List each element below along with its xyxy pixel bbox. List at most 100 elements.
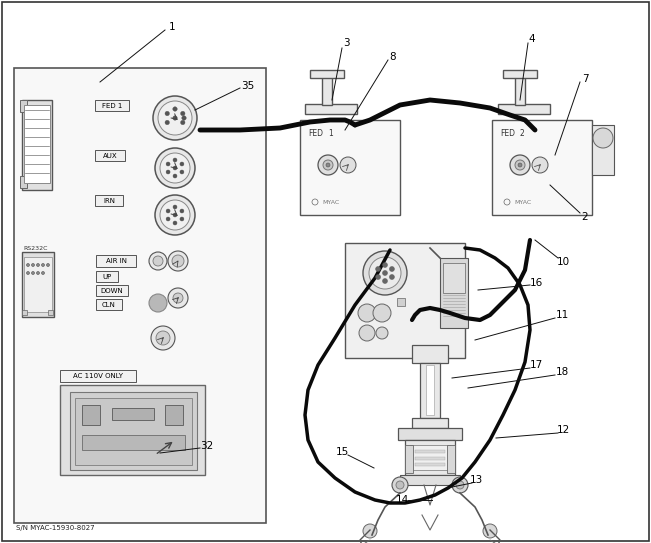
Circle shape: [180, 121, 185, 125]
Bar: [400, 475, 460, 485]
Circle shape: [173, 166, 177, 170]
Bar: [515, 75, 525, 105]
Circle shape: [166, 162, 170, 166]
Circle shape: [155, 148, 195, 188]
Bar: [22, 252, 54, 317]
Bar: [20, 176, 27, 188]
Text: IRN: IRN: [103, 198, 115, 204]
Circle shape: [153, 96, 197, 140]
Circle shape: [46, 263, 49, 267]
Circle shape: [180, 170, 184, 174]
Circle shape: [173, 213, 177, 217]
Circle shape: [323, 160, 333, 170]
Text: 4: 4: [529, 34, 535, 44]
Text: 17: 17: [529, 360, 543, 370]
Text: MYAC: MYAC: [514, 199, 531, 205]
Bar: [60, 370, 136, 382]
Circle shape: [318, 155, 338, 175]
Bar: [22, 310, 27, 315]
Circle shape: [149, 294, 167, 312]
Bar: [48, 310, 53, 315]
Bar: [96, 255, 136, 267]
Circle shape: [180, 162, 184, 166]
Bar: [96, 285, 128, 296]
Bar: [492, 120, 592, 215]
Text: UP: UP: [102, 274, 111, 280]
Text: 18: 18: [555, 367, 568, 377]
Bar: [405, 445, 413, 473]
Circle shape: [373, 304, 391, 322]
Circle shape: [363, 251, 407, 295]
Circle shape: [593, 128, 613, 148]
Bar: [412, 345, 448, 363]
Bar: [165, 405, 183, 425]
Circle shape: [518, 163, 522, 167]
Circle shape: [166, 217, 170, 221]
Circle shape: [383, 262, 387, 268]
Bar: [24, 257, 52, 312]
Bar: [82, 405, 100, 425]
Circle shape: [36, 272, 40, 275]
Bar: [22, 100, 52, 190]
Circle shape: [155, 195, 195, 235]
Circle shape: [165, 121, 169, 125]
Circle shape: [160, 153, 190, 183]
Circle shape: [173, 221, 177, 225]
Bar: [440, 258, 468, 328]
Circle shape: [383, 279, 387, 283]
Circle shape: [153, 256, 163, 266]
Bar: [410, 445, 450, 470]
Text: 11: 11: [555, 310, 568, 320]
Circle shape: [165, 111, 169, 116]
Circle shape: [376, 267, 381, 272]
Circle shape: [532, 157, 548, 173]
Bar: [305, 104, 357, 114]
Bar: [75, 398, 192, 465]
Bar: [498, 104, 550, 114]
Bar: [503, 70, 537, 78]
Circle shape: [31, 272, 35, 275]
Text: 1: 1: [328, 129, 333, 137]
Text: 14: 14: [395, 495, 409, 505]
Text: 35: 35: [242, 81, 255, 91]
Bar: [95, 195, 123, 206]
Bar: [398, 428, 462, 440]
Bar: [415, 463, 445, 466]
Bar: [95, 150, 125, 161]
Circle shape: [452, 477, 468, 493]
Text: AIR IN: AIR IN: [105, 258, 126, 264]
Circle shape: [180, 217, 184, 221]
Circle shape: [173, 116, 177, 120]
Text: FED 1: FED 1: [102, 103, 122, 109]
Bar: [96, 271, 118, 282]
Text: 2: 2: [582, 212, 589, 222]
Bar: [322, 75, 332, 105]
Bar: [420, 363, 440, 418]
Circle shape: [158, 101, 192, 135]
Text: 8: 8: [390, 52, 396, 62]
Bar: [415, 457, 445, 460]
Circle shape: [173, 293, 183, 303]
Text: AC 110V ONLY: AC 110V ONLY: [73, 373, 123, 379]
Text: 10: 10: [557, 257, 570, 267]
Circle shape: [363, 524, 377, 538]
Bar: [60, 385, 205, 475]
Text: 16: 16: [529, 278, 543, 288]
Bar: [70, 392, 197, 470]
Circle shape: [376, 275, 381, 280]
Bar: [447, 445, 455, 473]
Circle shape: [326, 163, 330, 167]
Circle shape: [160, 200, 190, 230]
Circle shape: [168, 288, 188, 308]
Bar: [426, 365, 434, 415]
Circle shape: [36, 263, 40, 267]
Bar: [24, 105, 50, 183]
Circle shape: [515, 160, 525, 170]
Circle shape: [383, 270, 387, 275]
Text: 7: 7: [582, 74, 589, 84]
Bar: [592, 125, 614, 175]
Circle shape: [389, 267, 395, 272]
Text: S/N MYAC-15930-8027: S/N MYAC-15930-8027: [16, 525, 94, 531]
Bar: [20, 100, 27, 112]
Text: FED: FED: [308, 129, 323, 137]
